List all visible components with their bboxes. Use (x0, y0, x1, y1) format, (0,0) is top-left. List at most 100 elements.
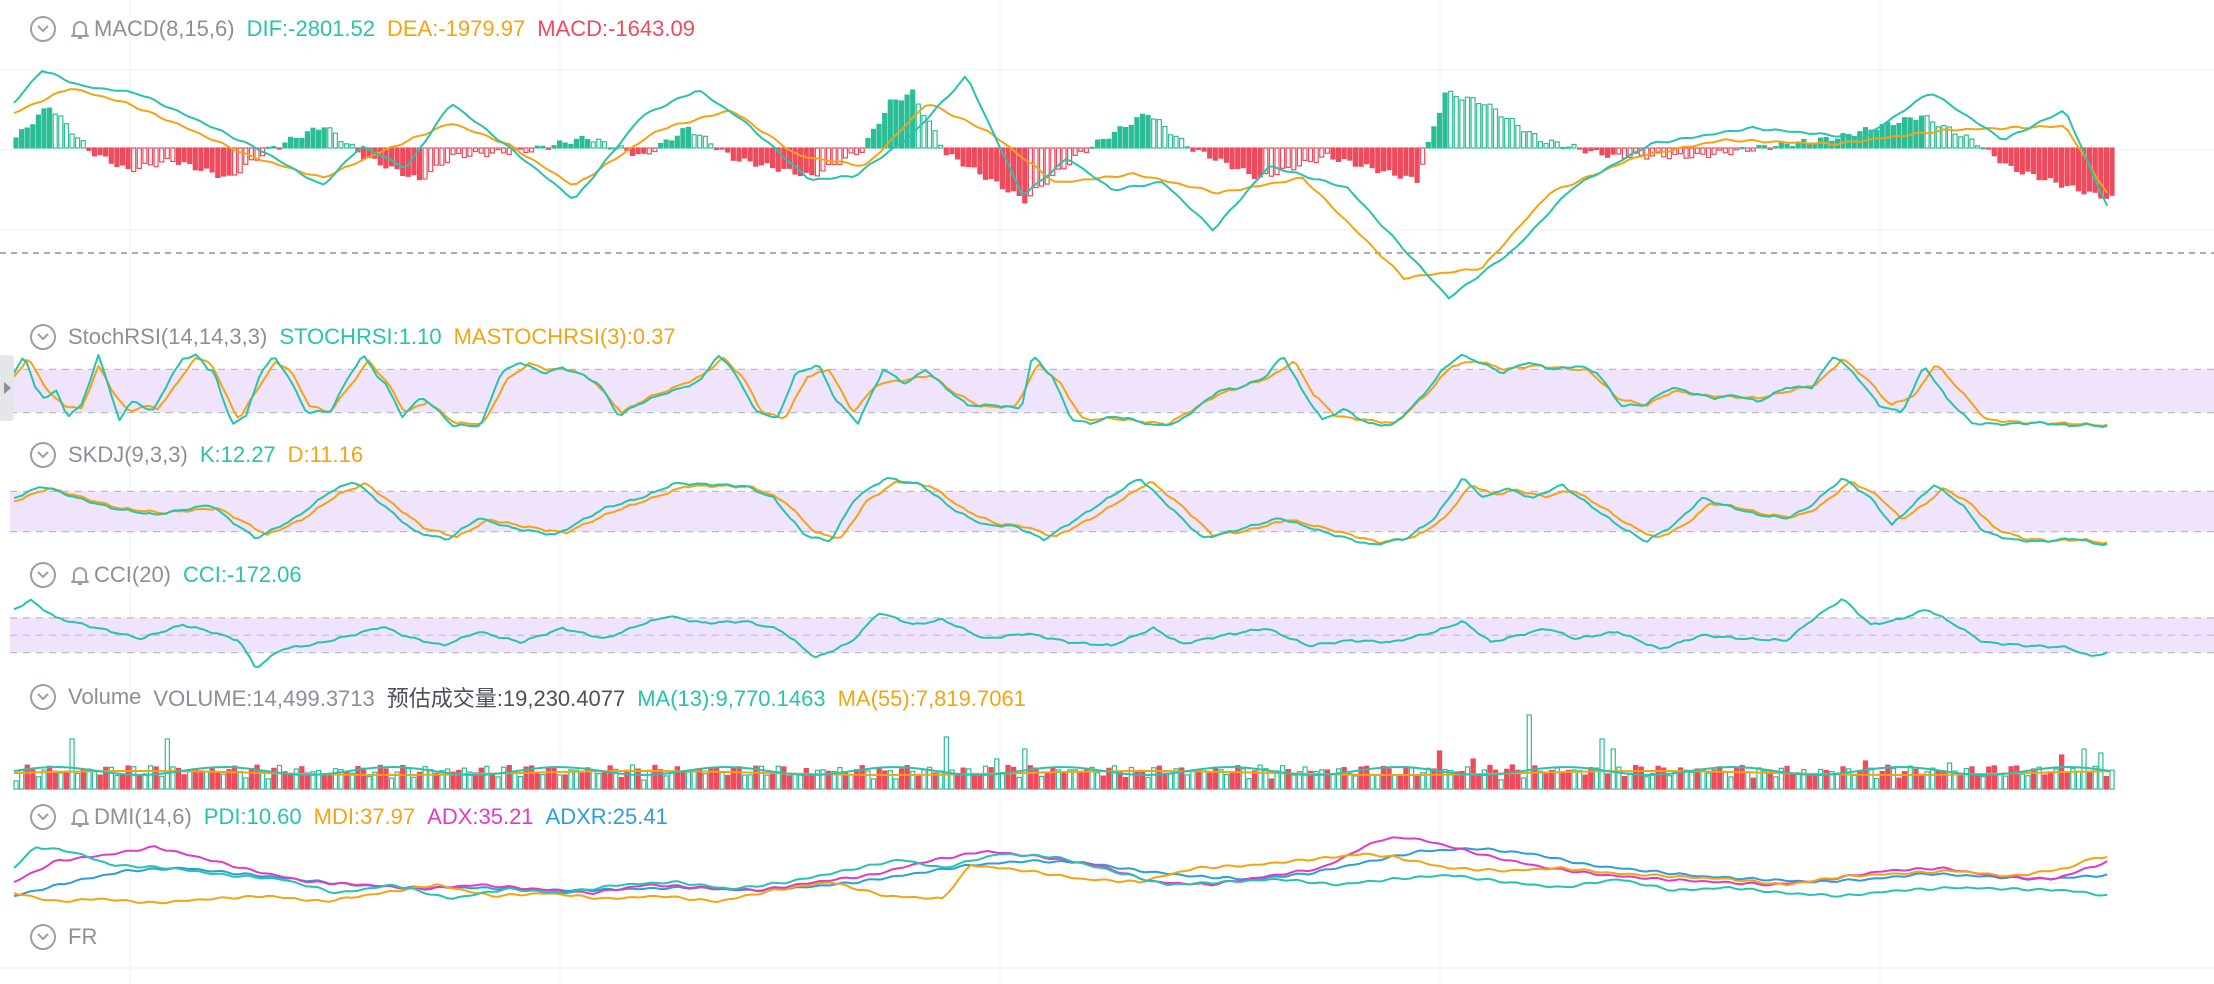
fr-indicator-name[interactable]: FR (68, 924, 98, 949)
macd-bar (1072, 147, 1078, 157)
volume-bar (753, 765, 759, 790)
volume-bar (13, 780, 19, 790)
collapse-cci-button[interactable] (30, 562, 56, 588)
volume-bar (1492, 769, 1499, 790)
macd-bar (663, 139, 669, 149)
volume-bar (820, 769, 826, 790)
macd-bar (1487, 103, 1493, 149)
macd-bar (842, 147, 849, 159)
macd-bar (921, 114, 927, 149)
macd-bar (1436, 112, 1443, 149)
macd-bar (232, 147, 238, 176)
volume-bar (1033, 767, 1039, 790)
collapse-stochrsi-button[interactable] (30, 324, 56, 350)
volume-ma55-line (13, 770, 2111, 776)
volume-bar (1554, 767, 1560, 790)
macd-bar (1156, 118, 1162, 149)
macd-values: DIF:-2801.52 DEA:-1979.97 MACD:-1643.09 (247, 16, 707, 42)
macd-bar (24, 127, 30, 149)
volume-bar (613, 768, 619, 790)
macd-bar (954, 147, 961, 160)
volume-bar (1190, 769, 1196, 790)
volume-bar (1761, 770, 1768, 790)
volume-bar (943, 736, 949, 790)
macd-alert-button[interactable] (68, 17, 92, 41)
macd-bar (685, 126, 692, 149)
collapse-fr-button[interactable] (30, 924, 56, 950)
macd-bar (1571, 143, 1577, 149)
macd-bar (416, 147, 423, 181)
volume-bar (1369, 773, 1375, 790)
volume-bar (1773, 776, 1779, 790)
macd-bar (556, 140, 563, 149)
skdj-indicator-name[interactable]: SKDJ(9,3,3) (68, 442, 188, 467)
volume-bar (982, 765, 989, 790)
dmi-alert-button[interactable] (68, 805, 92, 829)
macd-bar (982, 147, 989, 180)
sidebar-handle[interactable] (0, 355, 14, 421)
macd-bar (966, 147, 972, 168)
macd-indicator-name[interactable]: MACD(8,15,6) (94, 16, 235, 41)
collapse-macd-button[interactable] (30, 16, 56, 42)
volume-bar (243, 777, 249, 790)
volume-bar (758, 765, 765, 790)
volume-bar (1498, 779, 1504, 790)
cci-indicator-name[interactable]: CCI(20) (94, 562, 172, 587)
macd-bar (2002, 147, 2009, 164)
macd-bar (282, 142, 288, 149)
volume-plot (13, 714, 2115, 790)
volume-indicator-name[interactable]: Volume (68, 684, 142, 709)
stochrsi-indicator-name[interactable]: StochRSI(14,14,3,3) (68, 324, 268, 349)
volume-bar (1890, 767, 1897, 790)
collapse-dmi-button[interactable] (30, 804, 56, 830)
macd-bar (1341, 147, 1347, 159)
volume-bar (2109, 769, 2115, 790)
dmi-indicator-name[interactable]: DMI(14,6) (94, 804, 192, 829)
collapse-volume-button[interactable] (30, 684, 56, 710)
volume-value-1: 预估成交量:19,230.4077 (386, 686, 626, 711)
volume-bar (635, 768, 641, 790)
dmi-line-mdi (13, 852, 2108, 905)
macd-bar (1604, 147, 1611, 158)
volume-bar (2002, 775, 2009, 790)
volume-bar (1363, 765, 1370, 790)
macd-bar (1683, 147, 1689, 159)
macd-header: MACD(8,15,6) DIF:-2801.52 DEA:-1979.97 MAC… (30, 14, 719, 44)
collapse-skdj-button[interactable] (30, 442, 56, 468)
dmi-line-adx (13, 836, 2108, 896)
volume-bar (865, 770, 871, 790)
volume-bar (1481, 769, 1488, 790)
volume-bar (876, 768, 882, 790)
macd-bar (971, 147, 977, 168)
volume-bar (159, 775, 165, 790)
macd-bar (506, 147, 512, 156)
macd-bar (1330, 147, 1336, 160)
volume-bar (35, 776, 42, 790)
macd-bar (2036, 147, 2042, 181)
volume-bar (1392, 773, 1398, 790)
volume-bar (1307, 770, 1314, 790)
macd-bar (887, 99, 893, 149)
macd-bar (691, 134, 697, 149)
volume-bar (1969, 766, 1975, 790)
volume-bar (131, 766, 137, 790)
cci-alert-button[interactable] (68, 563, 92, 587)
volume-bar (1896, 777, 1902, 790)
volume-bar (388, 777, 395, 790)
volume-bar (932, 772, 938, 790)
volume-bar (926, 766, 933, 790)
stochrsi-plot (10, 353, 2214, 428)
volume-bar (966, 768, 972, 790)
volume-bar (674, 766, 680, 790)
volume-bar (1778, 767, 1785, 790)
volume-bar (1173, 768, 1179, 790)
volume-bar (1930, 767, 1936, 790)
volume-bar (1700, 769, 1706, 790)
chevron-down-icon (37, 333, 49, 341)
macd-bar (1700, 147, 1706, 155)
macd-bar (758, 147, 765, 166)
macd-bar (607, 147, 613, 150)
macd-bar (769, 147, 776, 169)
stochrsi-value-1: MASTOCHRSI(3):0.37 (453, 324, 676, 349)
